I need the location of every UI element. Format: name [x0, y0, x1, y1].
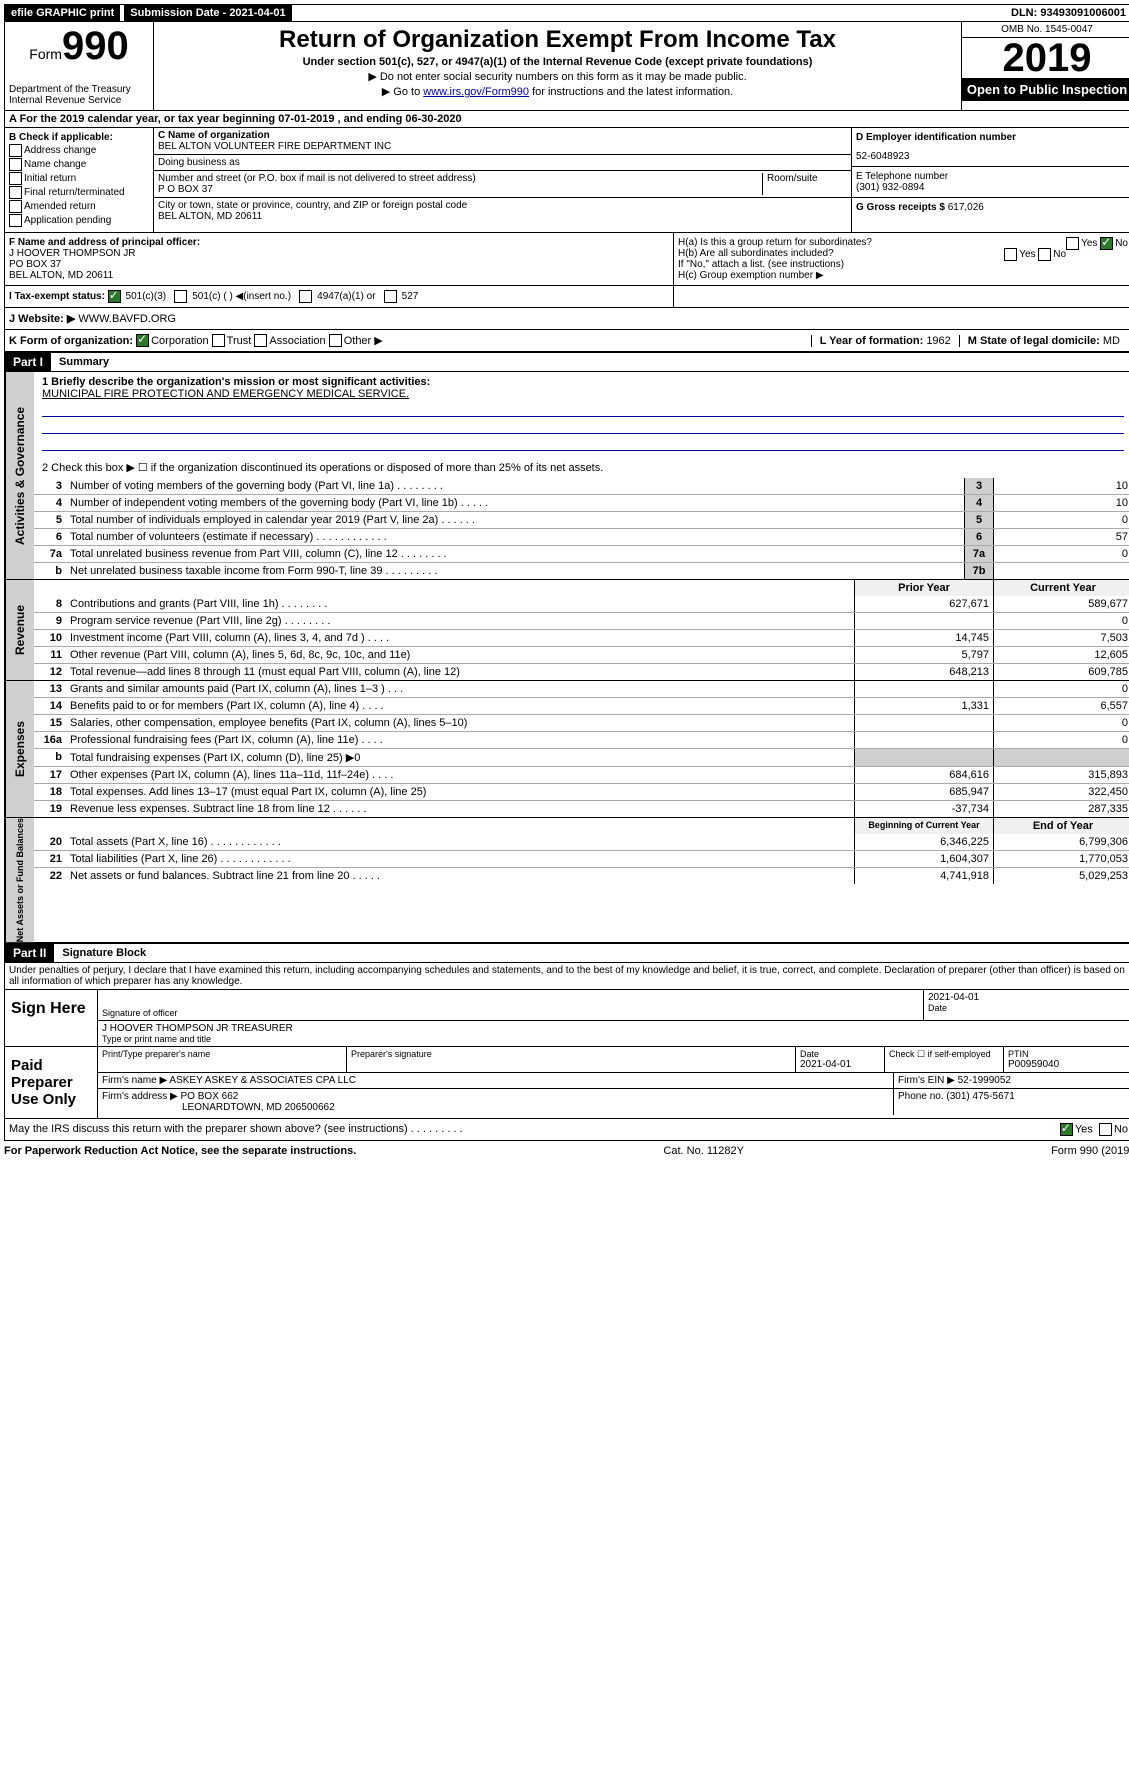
cb-501c3[interactable] — [108, 290, 121, 303]
form-title: Return of Organization Exempt From Incom… — [158, 26, 957, 54]
cb-app-pending[interactable]: Application pending — [9, 214, 149, 227]
col-headers-net: Beginning of Current Year End of Year — [34, 818, 1129, 834]
org-city: BEL ALTON, MD 20611 — [158, 211, 847, 222]
cb-amended[interactable]: Amended return — [9, 200, 149, 213]
data-line: 22Net assets or fund balances. Subtract … — [34, 867, 1129, 884]
title-box: Return of Organization Exempt From Incom… — [154, 22, 961, 110]
page-footer: For Paperwork Reduction Act Notice, see … — [4, 1141, 1129, 1161]
gross-receipts: 617,026 — [948, 202, 984, 213]
ein: 52-6048923 — [856, 151, 1128, 162]
data-line: 18Total expenses. Add lines 13–17 (must … — [34, 783, 1129, 800]
col-c-orginfo: C Name of organization BEL ALTON VOLUNTE… — [154, 128, 852, 232]
subtitle-3: ▶ Go to www.irs.gov/Form990 for instruct… — [158, 85, 957, 98]
cb-initial-return[interactable]: Initial return — [9, 172, 149, 185]
data-line: 19Revenue less expenses. Subtract line 1… — [34, 800, 1129, 817]
cb-name-change[interactable]: Name change — [9, 158, 149, 171]
penalty-statement: Under penalties of perjury, I declare th… — [4, 963, 1129, 990]
group-return: H(a) Is this a group return for subordin… — [674, 233, 1129, 285]
section-revenue: Revenue Prior Year Current Year 8Contrib… — [4, 580, 1129, 681]
row-a-taxyear: A For the 2019 calendar year, or tax yea… — [5, 111, 1129, 128]
dept-label: Department of the Treasury Internal Reve… — [9, 84, 149, 106]
dln: DLN: 93493091006001 — [1005, 5, 1129, 21]
year-box: OMB No. 1545-0047 2019 Open to Public In… — [961, 22, 1129, 110]
part1-header: Part I Summary — [4, 352, 1129, 372]
org-name: BEL ALTON VOLUNTEER FIRE DEPARTMENT INC — [158, 141, 847, 152]
principal-officer: F Name and address of principal officer:… — [5, 233, 674, 285]
open-public: Open to Public Inspection — [962, 78, 1129, 101]
tab-revenue: Revenue — [5, 580, 34, 680]
submission-date: Submission Date - 2021-04-01 — [124, 5, 291, 21]
mission: MUNICIPAL FIRE PROTECTION AND EMERGENCY … — [42, 388, 1124, 400]
firm-name: ASKEY ASKEY & ASSOCIATES CPA LLC — [169, 1075, 356, 1086]
telephone: (301) 932-0894 — [856, 182, 1128, 193]
section-netassets: Net Assets or Fund Balances Beginning of… — [4, 818, 1129, 943]
paid-preparer: Paid Preparer Use Only Print/Type prepar… — [4, 1047, 1129, 1119]
tab-governance: Activities & Governance — [5, 372, 34, 579]
tab-expenses: Expenses — [5, 681, 34, 817]
col-d-ids: D Employer identification number 52-6048… — [852, 128, 1129, 232]
cb-final-return[interactable]: Final return/terminated — [9, 186, 149, 199]
gov-line: 5Total number of individuals employed in… — [34, 511, 1129, 528]
officer-name: J HOOVER THOMPSON JR TREASURER — [102, 1023, 1128, 1034]
section-expenses: Expenses 13Grants and similar amounts pa… — [4, 681, 1129, 818]
section-governance: Activities & Governance 1 Briefly descri… — [4, 372, 1129, 580]
tab-netassets: Net Assets or Fund Balances — [5, 818, 34, 942]
form-number-box: Form990 Department of the Treasury Inter… — [5, 22, 154, 110]
part2-header: Part II Signature Block — [4, 943, 1129, 963]
sign-here: Sign Here Signature of officer 2021-04-0… — [4, 990, 1129, 1047]
col-b-checkboxes: B Check if applicable: Address change Na… — [5, 128, 154, 232]
data-line: 21Total liabilities (Part X, line 26) . … — [34, 850, 1129, 867]
tax-year: 2019 — [962, 38, 1129, 78]
col-headers-rev: Prior Year Current Year — [34, 580, 1129, 596]
irs-link[interactable]: www.irs.gov/Form990 — [423, 86, 529, 98]
gov-line: 4Number of independent voting members of… — [34, 494, 1129, 511]
entity-info-grid: A For the 2019 calendar year, or tax yea… — [4, 111, 1129, 352]
data-line: 17Other expenses (Part IX, column (A), l… — [34, 766, 1129, 783]
form-of-org: K Form of organization: Corporation Trus… — [5, 329, 1129, 351]
data-line: 16aProfessional fundraising fees (Part I… — [34, 731, 1129, 748]
gov-line: 3Number of voting members of the governi… — [34, 478, 1129, 494]
data-line: 13Grants and similar amounts paid (Part … — [34, 681, 1129, 697]
data-line: 15Salaries, other compensation, employee… — [34, 714, 1129, 731]
data-line: bTotal fundraising expenses (Part IX, co… — [34, 748, 1129, 766]
org-address: P O BOX 37 — [158, 184, 762, 195]
efile-label: efile GRAPHIC print — [5, 5, 120, 21]
data-line: 12Total revenue—add lines 8 through 11 (… — [34, 663, 1129, 680]
data-line: 10Investment income (Part VIII, column (… — [34, 629, 1129, 646]
subtitle-2: ▶ Do not enter social security numbers o… — [158, 70, 957, 83]
data-line: 20Total assets (Part X, line 16) . . . .… — [34, 834, 1129, 850]
subtitle-1: Under section 501(c), 527, or 4947(a)(1)… — [158, 56, 957, 68]
discuss-row: May the IRS discuss this return with the… — [4, 1119, 1129, 1141]
cb-discuss-yes[interactable] — [1060, 1123, 1073, 1136]
website: WWW.BAVFD.ORG — [78, 313, 176, 325]
form-header: Form990 Department of the Treasury Inter… — [4, 22, 1129, 111]
data-line: 11Other revenue (Part VIII, column (A), … — [34, 646, 1129, 663]
cb-corporation[interactable] — [136, 334, 149, 347]
data-line: 8Contributions and grants (Part VIII, li… — [34, 596, 1129, 612]
data-line: 9Program service revenue (Part VIII, lin… — [34, 612, 1129, 629]
efile-topbar: efile GRAPHIC print Submission Date - 20… — [4, 4, 1129, 22]
gov-line: 7aTotal unrelated business revenue from … — [34, 545, 1129, 562]
tax-exempt-status: I Tax-exempt status: 501(c)(3) 501(c) ( … — [5, 286, 674, 307]
website-row: J Website: ▶ WWW.BAVFD.ORG — [5, 307, 1129, 329]
cb-address-change[interactable]: Address change — [9, 144, 149, 157]
gov-line: 6Total number of volunteers (estimate if… — [34, 528, 1129, 545]
data-line: 14Benefits paid to or for members (Part … — [34, 697, 1129, 714]
gov-line: bNet unrelated business taxable income f… — [34, 562, 1129, 579]
